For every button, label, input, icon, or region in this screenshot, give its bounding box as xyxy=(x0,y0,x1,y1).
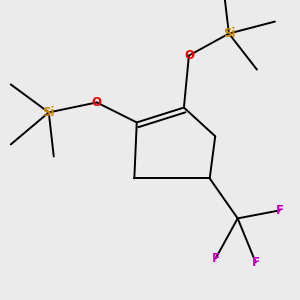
Text: O: O xyxy=(184,49,194,62)
Text: F: F xyxy=(276,204,284,217)
Text: O: O xyxy=(92,96,102,109)
Text: Si: Si xyxy=(43,106,55,119)
Text: F: F xyxy=(252,256,260,269)
Text: F: F xyxy=(212,252,220,265)
Text: Si: Si xyxy=(223,27,235,40)
